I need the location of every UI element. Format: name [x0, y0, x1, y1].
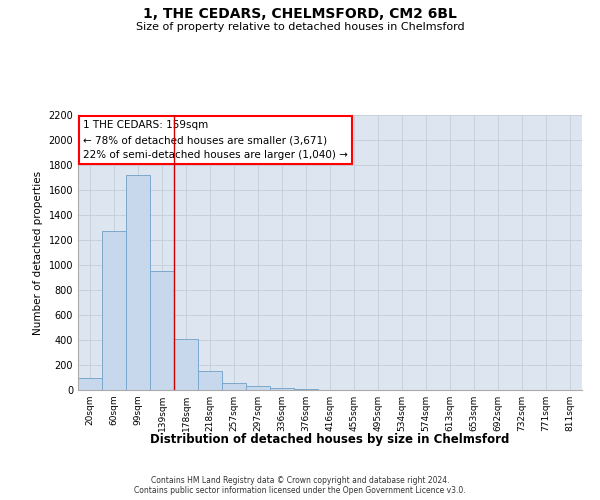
Y-axis label: Number of detached properties: Number of detached properties	[33, 170, 43, 334]
Text: 1 THE CEDARS: 159sqm
← 78% of detached houses are smaller (3,671)
22% of semi-de: 1 THE CEDARS: 159sqm ← 78% of detached h…	[83, 120, 348, 160]
Bar	[246, 386, 270, 390]
Bar	[150, 271, 174, 390]
Bar	[102, 231, 126, 390]
Text: Size of property relative to detached houses in Chelmsford: Size of property relative to detached ho…	[136, 22, 464, 32]
Bar	[174, 339, 198, 390]
Bar	[270, 388, 294, 390]
Bar	[126, 175, 150, 390]
Bar	[222, 382, 246, 390]
Text: Contains HM Land Registry data © Crown copyright and database right 2024.
Contai: Contains HM Land Registry data © Crown c…	[134, 476, 466, 495]
Text: 1, THE CEDARS, CHELMSFORD, CM2 6BL: 1, THE CEDARS, CHELMSFORD, CM2 6BL	[143, 8, 457, 22]
Bar	[198, 371, 222, 390]
Bar	[78, 378, 102, 390]
Text: Distribution of detached houses by size in Chelmsford: Distribution of detached houses by size …	[151, 432, 509, 446]
